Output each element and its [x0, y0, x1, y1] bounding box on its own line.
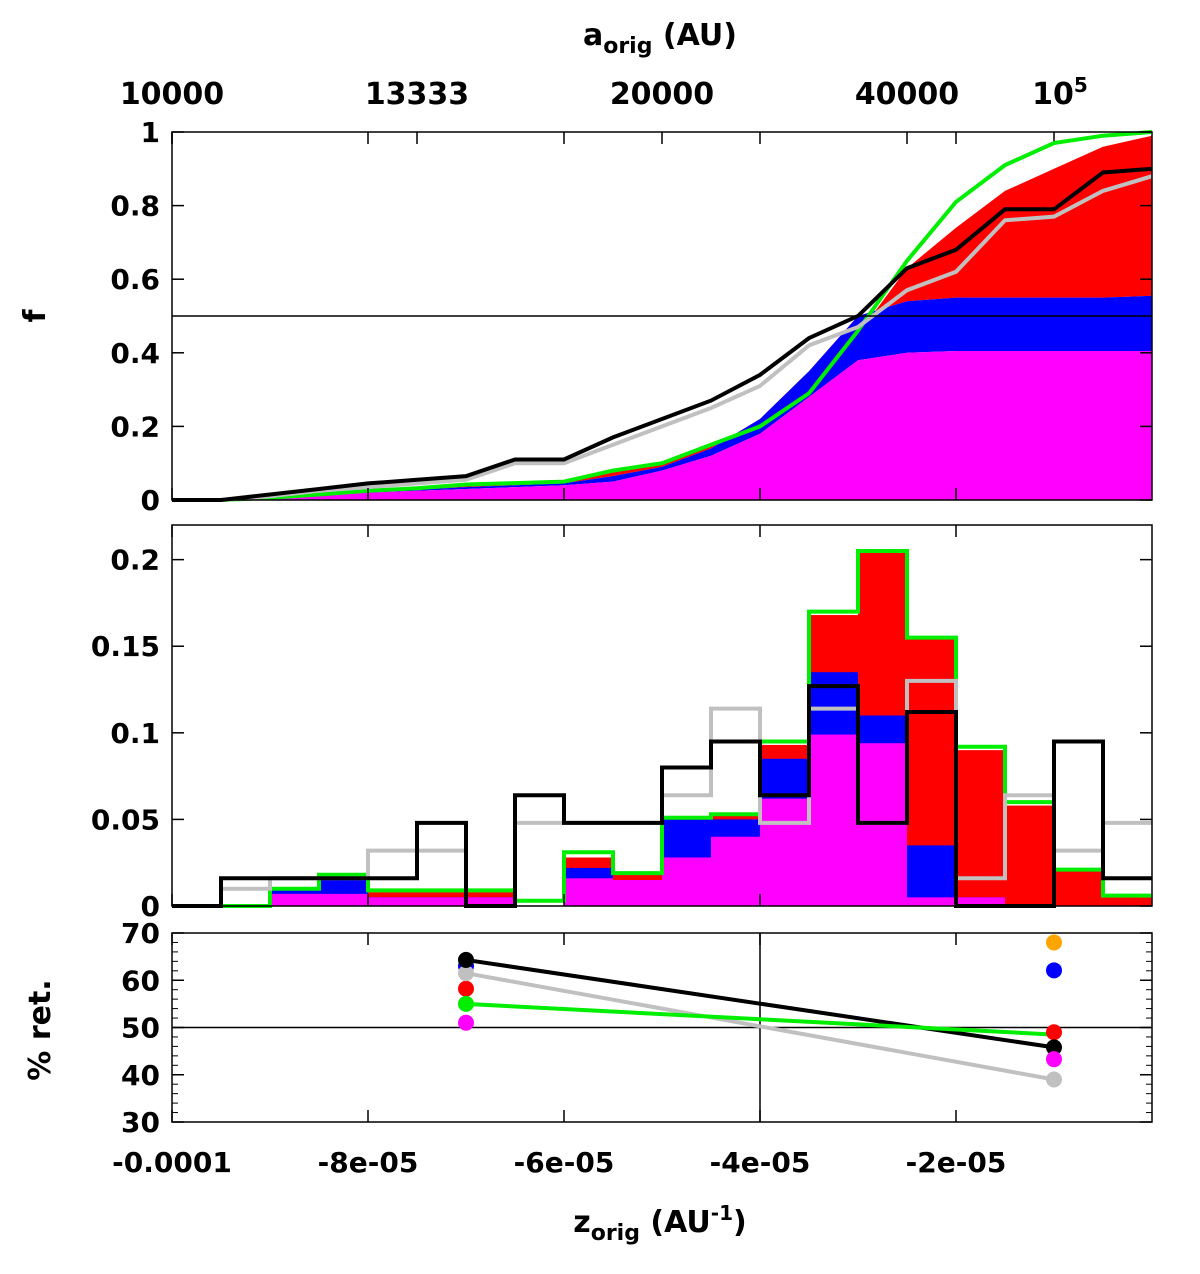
x-tick-label: -2e-05	[906, 1146, 1007, 1179]
histogram-magenta-bar	[760, 798, 809, 906]
retention-panel: 30 40 50 60 70	[121, 917, 1153, 1139]
histogram-red-bar	[1103, 895, 1152, 906]
top-axis-title: aorig (AU)	[583, 18, 737, 59]
retention-ytick-label: 40	[121, 1059, 160, 1092]
x-axis-title: zorig (AU-1)	[573, 1201, 746, 1246]
x-tick-label: -6e-05	[514, 1146, 615, 1179]
histogram-magenta-bar	[270, 893, 319, 906]
retention-green-point	[458, 995, 474, 1012]
retention-green-line	[465, 1001, 1055, 1037]
x-tick-label: -4e-05	[710, 1146, 811, 1179]
histogram-ytick-label: 0.2	[110, 544, 160, 577]
histogram-magenta-bar	[956, 897, 1005, 906]
top-tick-label-1e5: 105	[1032, 73, 1088, 112]
x-tick-label: -0.0001	[112, 1146, 232, 1179]
cumulative-magenta-area	[172, 351, 1152, 500]
histogram-magenta-bar	[417, 897, 466, 906]
cumulative-ytick-label: 1	[141, 116, 160, 149]
histogram-ytick-label: 0	[141, 890, 160, 923]
histogram-frame	[171, 524, 1153, 907]
histogram-blue-bar	[907, 845, 956, 906]
top-tick-label: 20000	[610, 77, 714, 112]
histogram-magenta-bar	[564, 878, 613, 906]
y-axis-label-ret: % ret.	[23, 979, 58, 1080]
cumulative-panel: 0 0.2 0.4 0.6 0.8 1	[110, 116, 1153, 517]
retention-gray-point	[458, 965, 474, 982]
histogram-magenta-bar	[466, 897, 515, 906]
top-axis-ticks: 10000 13333 20000 40000	[120, 77, 1055, 144]
cumulative-red-area	[172, 135, 1152, 500]
retention-ytick-label: 50	[121, 1012, 160, 1045]
cumulative-ytick-label: 0	[141, 484, 160, 517]
cumulative-ytick-label: 0.4	[110, 337, 160, 370]
histogram-magenta-bar	[907, 897, 956, 906]
cumulative-black-line	[172, 166, 1153, 502]
cumulative-blue-area	[172, 295, 1152, 500]
retention-blue-point	[1046, 962, 1062, 979]
retention-ytick-label: 60	[121, 964, 160, 997]
top-tick-label: 40000	[855, 77, 959, 112]
histogram-panel: 0 0.05 0.1 0.15 0.2	[91, 524, 1153, 923]
retention-orange-point	[1046, 934, 1062, 951]
histogram-red-bar	[1005, 805, 1054, 906]
cumulative-ytick-label: 0.2	[110, 410, 160, 443]
retention-ytick-label: 70	[121, 917, 160, 950]
retention-magenta-point	[1046, 1051, 1062, 1068]
histogram-red-bar	[956, 750, 1005, 906]
histogram-magenta-bar	[368, 897, 417, 906]
cumulative-ytick-label: 0.8	[110, 190, 160, 223]
histogram-ytick-label: 0.15	[91, 630, 160, 663]
cumulative-ytick-label: 0.6	[110, 263, 160, 296]
histogram-magenta-bar	[809, 734, 858, 906]
retention-black-point	[458, 951, 474, 968]
retention-red-point	[458, 980, 474, 997]
retention-gray-point	[1046, 1071, 1062, 1088]
histogram-magenta-bar	[662, 857, 711, 906]
top-tick-label: 13333	[365, 77, 469, 112]
histogram-ytick-label: 0.1	[110, 717, 160, 750]
histogram-magenta-bar	[711, 836, 760, 906]
retention-black-line	[465, 957, 1055, 1050]
retention-magenta-point	[458, 1014, 474, 1031]
retention-gray-line	[465, 971, 1055, 1082]
retention-ytick-label: 30	[121, 1106, 160, 1139]
x-axis-ticks: -0.0001 -8e-05 -6e-05 -4e-05 -2e-05	[112, 1146, 1006, 1179]
retention-red-point	[1046, 1024, 1062, 1041]
cumulative-green-line	[172, 130, 1153, 502]
histogram-red-bar	[1054, 871, 1103, 906]
cumulative-gray-line	[172, 174, 1153, 502]
histogram-ytick-label: 0.05	[91, 803, 160, 836]
x-tick-label: -8e-05	[318, 1146, 419, 1179]
histogram-magenta-bar	[613, 880, 662, 906]
histogram-magenta-bar	[319, 893, 368, 906]
top-tick-label: 10000	[120, 77, 224, 112]
cumulative-frame	[171, 131, 1153, 501]
y-axis-label-f: f	[18, 309, 53, 323]
retention-black-point	[1046, 1039, 1062, 1056]
